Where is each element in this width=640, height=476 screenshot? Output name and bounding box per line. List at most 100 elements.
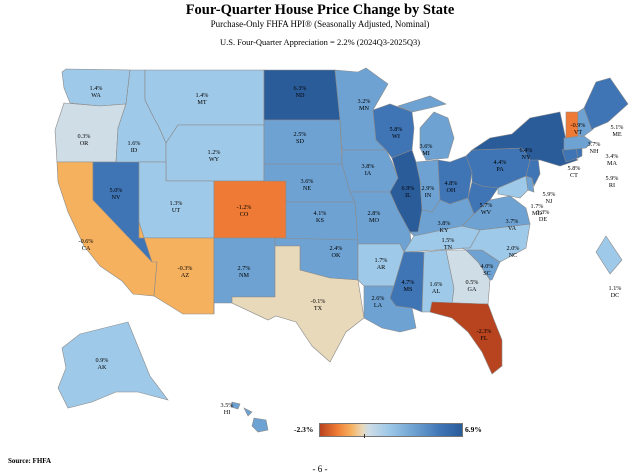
state-code-label-OK: OK xyxy=(332,252,341,259)
state-code-label-OH: OH xyxy=(447,187,456,194)
state-AK[interactable] xyxy=(57,321,169,409)
page-number: - 6 - xyxy=(312,464,328,474)
state-code-label-NY: NY xyxy=(522,154,531,161)
state-code-label-TX: TX xyxy=(314,305,323,312)
state-code-label-AK: AK xyxy=(98,364,107,371)
value-label-FL: -2.3% xyxy=(477,328,492,335)
value-label-HI: 3.5% xyxy=(221,402,234,409)
state-MA[interactable] xyxy=(563,135,593,151)
state-code-label-VA: VA xyxy=(508,225,517,232)
value-label-RI: 5.9% xyxy=(606,175,619,182)
value-label-AZ: -0.3% xyxy=(178,265,193,272)
value-label-AL: 1.6% xyxy=(430,281,443,288)
value-label-NV: 5.0% xyxy=(110,187,123,194)
state-code-label-NC: NC xyxy=(509,252,518,259)
state-code-label-KS: KS xyxy=(316,217,324,224)
state-TX[interactable] xyxy=(231,245,365,363)
value-label-SC: 4.0% xyxy=(481,263,494,270)
value-label-AK: 0.9% xyxy=(96,357,109,364)
state-code-label-MA: MA xyxy=(607,160,618,167)
value-label-NE: 3.6% xyxy=(301,178,314,185)
state-code-label-UT: UT xyxy=(172,207,180,214)
state-code-label-MI: MI xyxy=(422,150,430,157)
state-code-label-MO: MO xyxy=(369,217,380,224)
state-code-label-RI: RI xyxy=(609,182,615,189)
state-code-label-DE: DE xyxy=(539,216,547,223)
state-code-label-OR: OR xyxy=(80,140,89,147)
value-label-WY: 1.2% xyxy=(208,149,221,156)
state-code-label-KY: KY xyxy=(440,227,449,234)
legend-max-label: 6.9% xyxy=(465,425,482,434)
source-note: Source: FHFA xyxy=(8,457,52,465)
state-NH[interactable] xyxy=(577,107,593,137)
state-code-label-FL: FL xyxy=(480,335,487,342)
value-label-MT: 1.4% xyxy=(196,92,209,99)
value-label-CA: -0.6% xyxy=(79,238,94,245)
state-code-label-ND: ND xyxy=(296,92,305,99)
value-label-NJ: 5.9% xyxy=(543,191,556,198)
state-code-label-CO: CO xyxy=(240,211,249,218)
value-label-NY: 6.4% xyxy=(520,147,533,154)
value-label-ME: 5.1% xyxy=(611,124,624,131)
state-OR[interactable] xyxy=(54,102,127,163)
value-label-LA: 2.6% xyxy=(372,295,385,302)
state-code-label-MT: MT xyxy=(197,99,207,106)
value-label-DC: 1.1% xyxy=(609,285,622,292)
state-code-label-ME: ME xyxy=(612,131,622,138)
us-appreciation-note: U.S. Four-Quarter Appreciation = 2.2% (2… xyxy=(219,37,421,47)
state-FL[interactable] xyxy=(429,301,503,375)
state-code-label-AZ: AZ xyxy=(181,272,189,279)
value-label-MO: 2.8% xyxy=(368,210,381,217)
value-label-SD: 2.5% xyxy=(294,131,307,138)
value-label-TN: 1.5% xyxy=(442,237,455,244)
state-HI[interactable] xyxy=(230,401,269,433)
state-code-label-ID: ID xyxy=(131,147,138,154)
value-label-ND: 6.3% xyxy=(294,85,307,92)
state-code-label-HI: HI xyxy=(224,409,231,416)
state-code-label-CA: CA xyxy=(82,245,91,252)
value-label-ID: 1.6% xyxy=(128,140,141,147)
state-code-label-NH: NH xyxy=(590,148,599,155)
value-label-UT: 1.3% xyxy=(170,200,183,207)
value-label-CO: -1.2% xyxy=(237,204,252,211)
state-code-label-LA: LA xyxy=(374,302,383,309)
state-code-label-GA: GA xyxy=(468,286,477,293)
value-label-KS: 4.1% xyxy=(314,210,327,217)
state-code-label-NV: NV xyxy=(112,194,121,201)
state-code-label-SC: SC xyxy=(483,270,491,277)
state-code-label-WY: WY xyxy=(209,156,220,163)
state-code-label-CT: CT xyxy=(570,172,578,179)
value-label-IA: 3.8% xyxy=(362,163,375,170)
state-value-labels: 1.4%WA0.3%OR-0.6%CA5.0%NV1.6%ID1.4%MT1.2… xyxy=(78,85,624,416)
state-code-label-IN: IN xyxy=(425,192,432,199)
state-code-label-IL: IL xyxy=(405,192,411,199)
value-label-WA: 1.4% xyxy=(90,85,103,92)
state-NC[interactable] xyxy=(461,223,531,263)
value-label-MS: 4.7% xyxy=(402,279,415,286)
legend-min-label: -2.3% xyxy=(294,425,314,434)
state-MS[interactable] xyxy=(389,251,425,313)
value-label-WV: 5.7% xyxy=(480,202,493,209)
value-label-IN: 2.9% xyxy=(422,185,435,192)
value-label-OK: 2.4% xyxy=(330,245,343,252)
state-code-label-AL: AL xyxy=(432,288,440,295)
state-code-label-MN: MN xyxy=(359,105,370,112)
state-code-label-DC: DC xyxy=(611,292,620,299)
value-label-NH: 3.7% xyxy=(588,141,601,148)
value-label-GA: 0.5% xyxy=(466,279,479,286)
state-code-label-WI: WI xyxy=(392,133,400,140)
state-MI[interactable] xyxy=(397,95,455,161)
state-code-label-IA: IA xyxy=(365,170,372,177)
state-code-label-MS: MS xyxy=(404,286,414,293)
state-DC[interactable] xyxy=(595,235,623,275)
state-code-label-PA: PA xyxy=(496,166,504,173)
value-label-MA: 3.4% xyxy=(606,153,619,160)
value-label-MI: 3.6% xyxy=(420,143,433,150)
state-code-label-NJ: NJ xyxy=(546,198,553,205)
state-code-label-WA: WA xyxy=(91,92,101,99)
page-title: Four-Quarter House Price Change by State xyxy=(185,2,455,18)
legend-zero-tick xyxy=(364,434,365,438)
value-label-WI: 5.8% xyxy=(390,126,403,133)
state-code-label-VT: VT xyxy=(574,129,582,136)
state-ME[interactable] xyxy=(583,77,629,131)
